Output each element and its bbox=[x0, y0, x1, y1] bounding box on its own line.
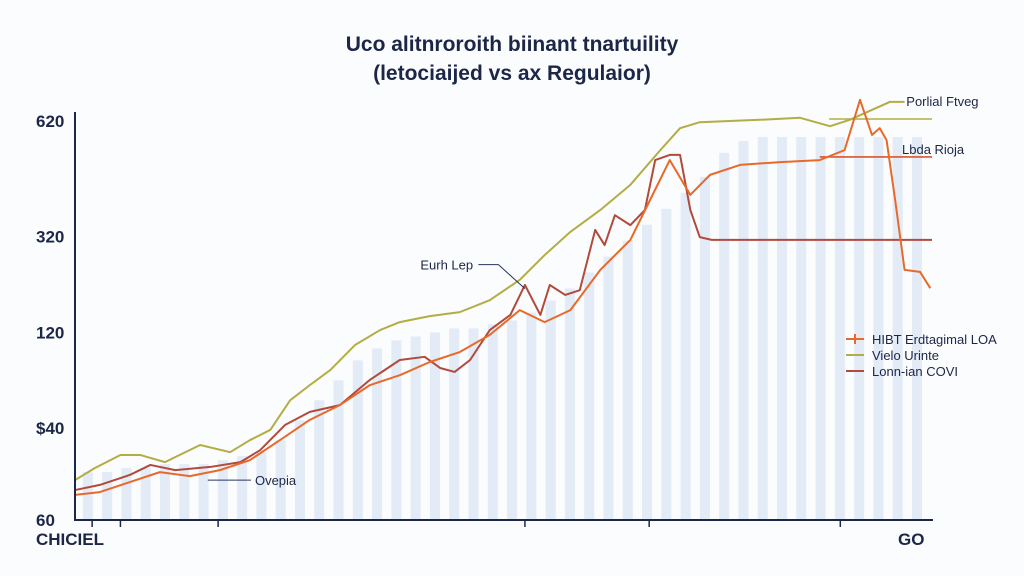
annotation-leader bbox=[478, 264, 526, 289]
y-tick-label: $40 bbox=[36, 419, 64, 438]
legend-label: HIBT Erdtagimal LOA bbox=[872, 332, 997, 347]
bar bbox=[719, 152, 730, 521]
bar bbox=[487, 324, 498, 520]
bar bbox=[622, 240, 633, 520]
series-line bbox=[74, 98, 932, 496]
annotation-label: Eurh Lep bbox=[420, 258, 473, 273]
x-tick-label: GO bbox=[898, 530, 924, 549]
bar bbox=[372, 348, 383, 520]
annotations: Porlial Ftveg Lbda Rioja Eurh Lep Ovepia bbox=[207, 94, 979, 488]
bar bbox=[294, 420, 305, 520]
bar bbox=[545, 300, 556, 520]
bar bbox=[275, 440, 286, 520]
bar bbox=[815, 136, 826, 520]
bar bbox=[449, 328, 460, 520]
bar bbox=[198, 464, 209, 520]
bar bbox=[892, 136, 903, 520]
bar bbox=[352, 360, 363, 520]
bar bbox=[391, 340, 402, 520]
bar bbox=[468, 328, 479, 520]
bar bbox=[121, 468, 132, 520]
x-tick-label: CHICIEL bbox=[36, 530, 104, 549]
bar bbox=[159, 464, 170, 520]
bar bbox=[584, 272, 595, 520]
bar-series bbox=[82, 136, 923, 521]
bar bbox=[410, 336, 421, 520]
y-tick-label: 620 bbox=[36, 112, 64, 131]
bar bbox=[256, 452, 267, 520]
reference-lines bbox=[819, 118, 932, 158]
bar bbox=[680, 192, 691, 520]
bar bbox=[333, 380, 344, 520]
bar bbox=[738, 140, 749, 520]
series-line bbox=[74, 153, 932, 492]
y-tick-label: 320 bbox=[36, 228, 64, 247]
y-tick-label: 60 bbox=[36, 511, 55, 530]
bar bbox=[179, 464, 190, 520]
chart-subtitle: (letociaijed vs ax Regulaior) bbox=[373, 62, 651, 85]
bar bbox=[526, 312, 537, 520]
bar bbox=[699, 176, 710, 521]
bar bbox=[603, 256, 614, 520]
bar bbox=[140, 468, 151, 520]
bar bbox=[796, 136, 807, 520]
bar bbox=[217, 460, 228, 520]
annotation-label: Porlial Ftveg bbox=[906, 94, 978, 109]
bar bbox=[757, 136, 768, 520]
bar bbox=[429, 332, 440, 520]
bar bbox=[82, 472, 93, 520]
bar bbox=[854, 136, 865, 520]
annotation-label: Ovepia bbox=[255, 473, 297, 488]
legend-label: Vielo Urinte bbox=[872, 348, 939, 363]
bar bbox=[661, 208, 672, 520]
bar bbox=[873, 136, 884, 520]
bar bbox=[507, 320, 518, 520]
bar bbox=[834, 136, 845, 520]
annotation-label: Lbda Rioja bbox=[902, 142, 965, 157]
chart-title: Uco alitnroroith biinant tnartuility bbox=[345, 33, 679, 56]
series-line bbox=[74, 100, 905, 481]
bar bbox=[314, 400, 325, 520]
legend-label: Lonn-ian COVI bbox=[872, 364, 958, 379]
y-tick-label: 120 bbox=[36, 323, 64, 342]
bar bbox=[912, 136, 923, 520]
bar bbox=[777, 136, 788, 520]
bar bbox=[237, 456, 248, 520]
line-series bbox=[74, 98, 932, 496]
bar bbox=[642, 224, 653, 521]
bar bbox=[564, 288, 575, 520]
bar bbox=[102, 472, 113, 520]
